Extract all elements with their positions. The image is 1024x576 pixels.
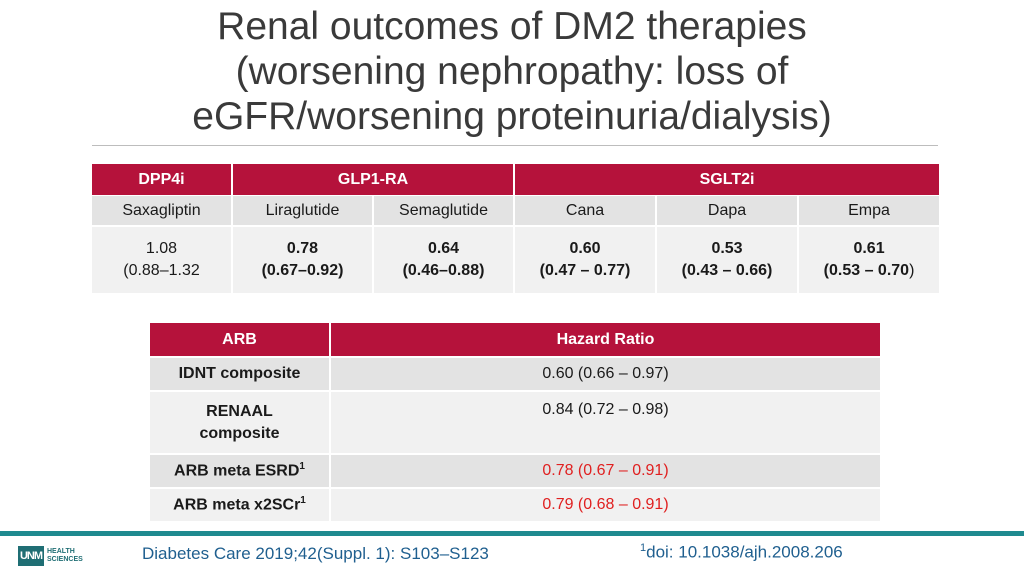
label-line-1: RENAAL [206,402,273,420]
hazard-ratio: 1.08 [145,240,178,257]
confidence-interval: (0.88–1.32 [123,262,200,279]
title-line-2: (worsening nephropathy: loss of [235,50,789,93]
value-semaglutide: 0.64 (0.46–0.88) [373,225,516,293]
drug-saxagliptin: Saxagliptin [92,195,233,226]
row-label-arb-x2scr: ARB meta x2SCr1 [150,487,331,521]
hazard-ratio: 0.78 [286,240,319,257]
hazard-ratio: 0.53 [711,240,743,257]
footer [0,536,1024,576]
value-saxagliptin: 1.08 (0.88–1.32 [92,225,233,293]
hazard-ratio: 0.61 [853,240,885,257]
hazard-ratio: 0.60 [569,240,601,257]
therapy-outcomes-table: DPP4i GLP1-RA SGLT2i Saxagliptin Liraglu… [92,164,942,293]
confidence-interval: (0.47 – 0.77) [539,262,631,279]
row-label-idnt: IDNT composite [150,356,331,391]
row-label-renaal: RENAAL composite [150,390,331,454]
arb-header: ARB [150,323,331,357]
citation: Diabetes Care 2019;42(Suppl. 1): S103–S1… [142,544,489,563]
title-line-1: Renal outcomes of DM2 therapies [217,5,807,48]
drug-cana: Cana [514,195,658,226]
title-line-3: eGFR/worsening proteinuria/dialysis) [192,95,832,138]
drug-empa: Empa [798,195,942,226]
value-liraglutide: 0.78 (0.67–0.92) [232,225,374,293]
unm-logo: UNM HEALTH SCIENCES [18,545,92,567]
label-text: ARB meta x2SCr [173,496,301,514]
value-cana: 0.60 (0.47 – 0.77) [514,225,658,293]
row-value-arb-esrd: 0.78 (0.67 – 0.91) [330,453,882,488]
class-header-glp1ra: GLP1-RA [232,164,516,196]
value-dapa: 0.53 (0.43 – 0.66) [656,225,800,293]
row-value-idnt: 0.60 (0.66 – 0.97) [330,356,882,391]
ci-tail: ) [909,262,915,279]
arb-hazard-table: ARB Hazard Ratio IDNT composite 0.60 (0.… [150,323,882,521]
row-value-arb-x2scr: 0.79 (0.68 – 0.91) [330,487,882,521]
logo-line-1: HEALTH [47,548,75,555]
doi-reference: 1doi: 10.1038/ajh.2008.206 [640,542,843,563]
drug-dapa: Dapa [656,195,800,226]
row-value-renaal: 0.84 (0.72 – 0.98) [330,390,882,454]
confidence-interval: (0.46–0.88) [402,262,485,279]
class-header-dpp4i: DPP4i [92,164,233,196]
value-empa: 0.61 (0.53 – 0.70) [798,225,942,293]
hazard-ratio: 0.64 [427,240,460,257]
hazard-ratio-header: Hazard Ratio [330,323,882,357]
label-text: ARB meta ESRD [174,462,300,480]
footnote-marker: 1 [300,495,306,507]
drug-liraglutide: Liraglutide [232,195,374,226]
title-divider [92,145,938,146]
slide-title: Renal outcomes of DM2 therapies (worseni… [0,4,1024,139]
label-line-2: composite [199,424,280,442]
logo-mark: UNM [18,546,44,566]
confidence-interval: (0.53 – 0.70) [799,260,939,282]
footnote-marker: 1 [299,461,305,473]
drug-semaglutide: Semaglutide [373,195,516,226]
logo-line-2: SCIENCES [47,556,83,563]
row-label-arb-esrd: ARB meta ESRD1 [150,453,331,488]
class-header-sglt2i: SGLT2i [514,164,942,196]
ci-text: (0.53 – 0.70 [823,262,910,279]
confidence-interval: (0.67–0.92) [261,262,344,279]
logo-text: HEALTH SCIENCES [47,548,83,564]
confidence-interval: (0.43 – 0.66) [681,262,773,279]
footer-accent-bar [0,531,1024,536]
doi-text: doi: 10.1038/ajh.2008.206 [646,542,843,562]
footnote-marker: 1 [640,542,647,554]
